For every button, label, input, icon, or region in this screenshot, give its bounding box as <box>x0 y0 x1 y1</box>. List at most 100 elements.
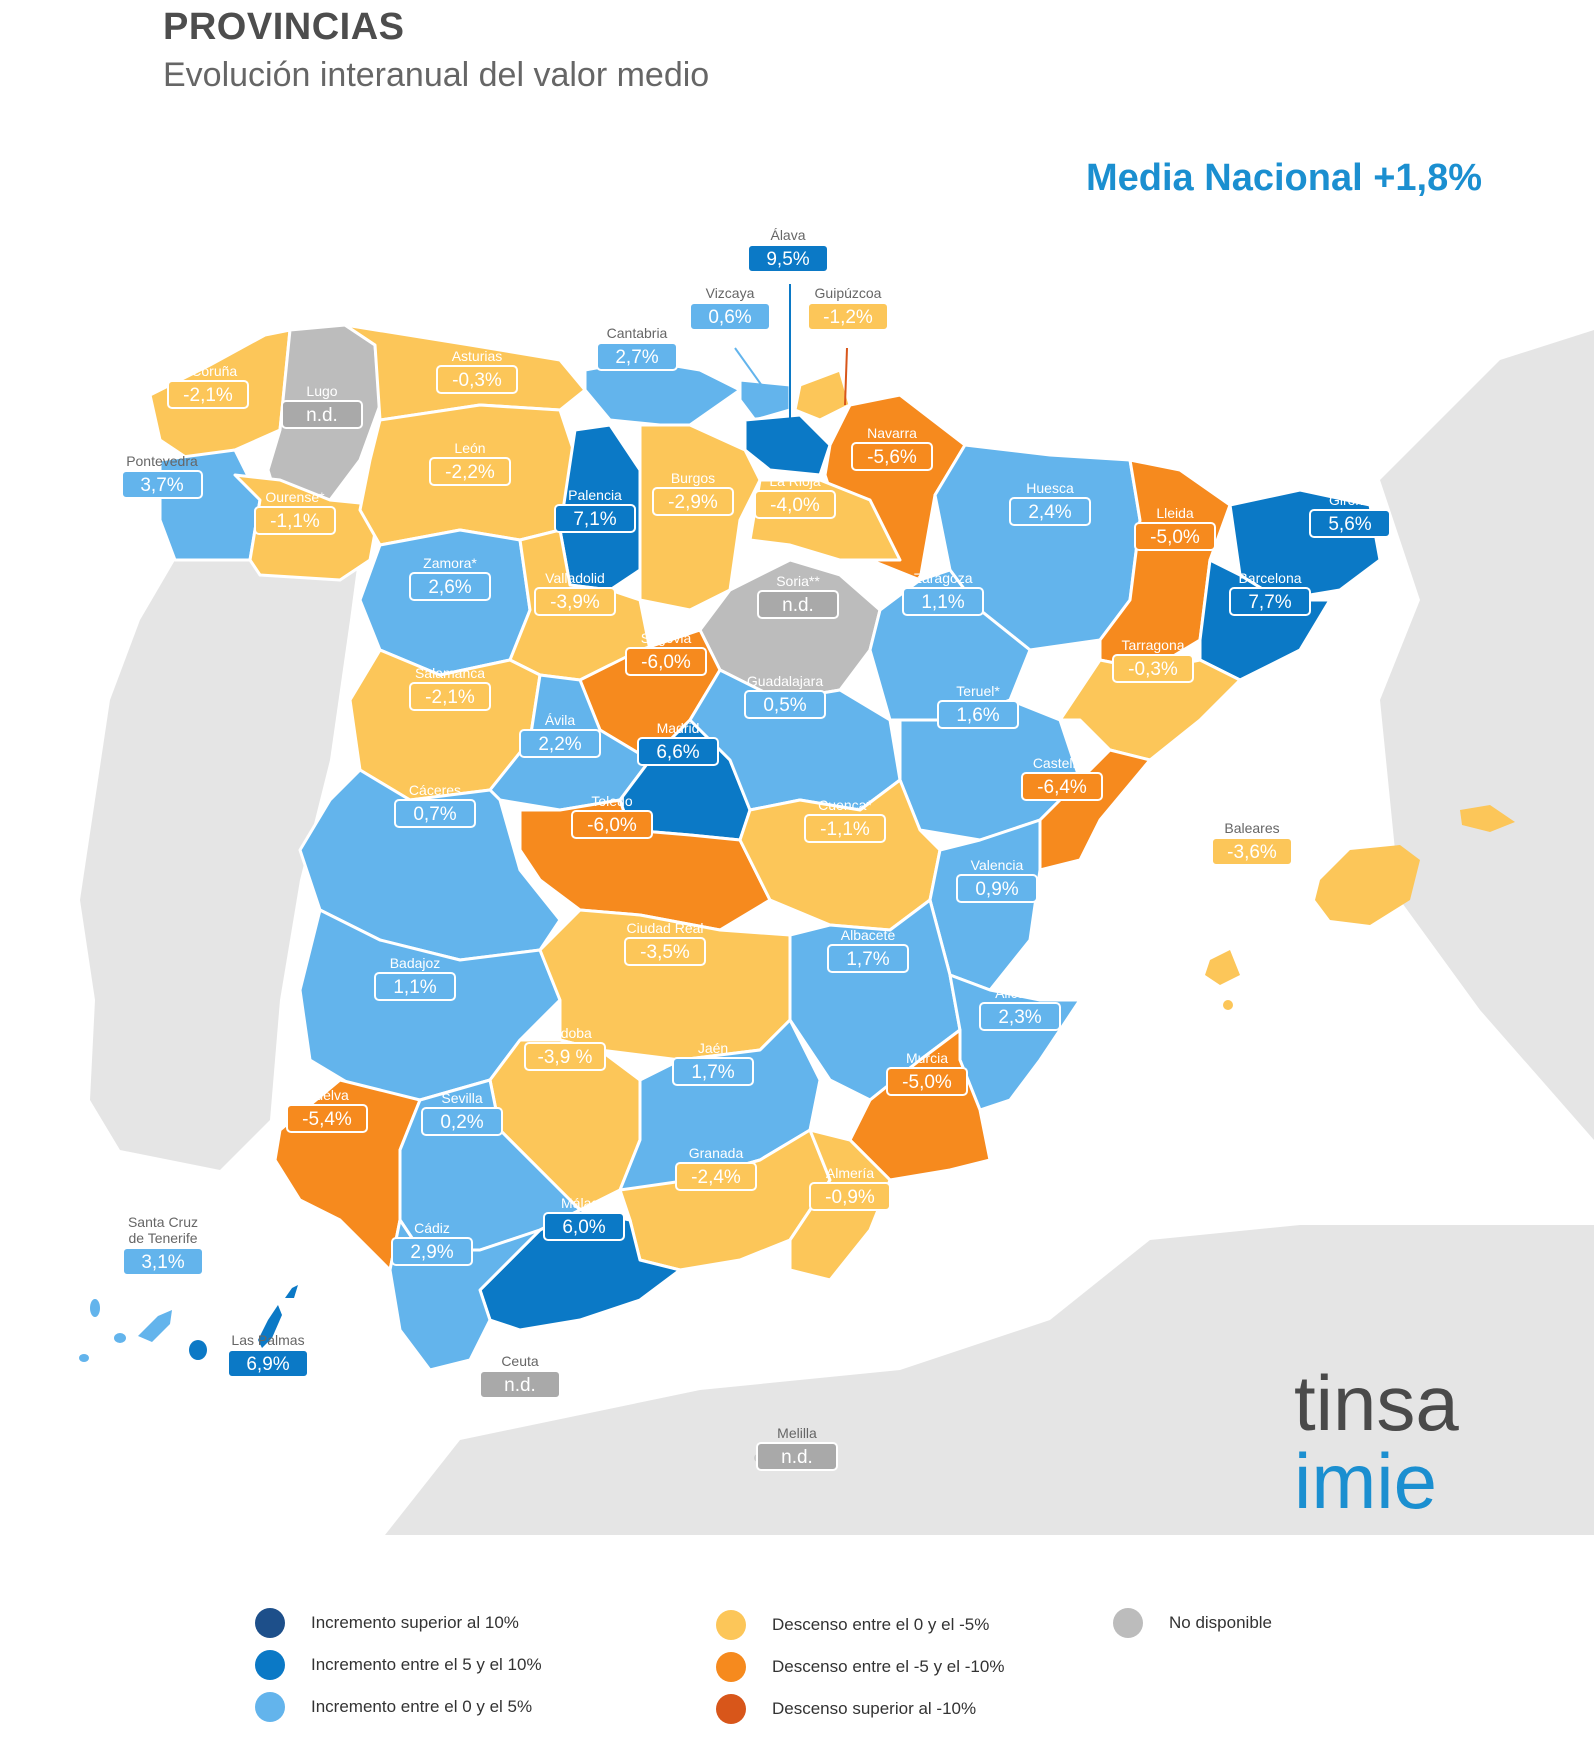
province-name: León <box>454 440 485 456</box>
province-name: Sevilla <box>441 1090 482 1106</box>
province-las-palmas-islands[interactable] <box>189 1285 298 1360</box>
province-value: -0,3% <box>452 370 502 391</box>
province-name: Ourense* <box>265 489 325 505</box>
value-badge <box>534 587 616 616</box>
province-value: n.d. <box>306 405 338 426</box>
province-label: Guipúzcoa -1,2% <box>807 285 889 331</box>
legend-swatch <box>716 1694 746 1724</box>
province-value: -2,4% <box>691 1167 741 1188</box>
province-value: 1,6% <box>956 705 999 726</box>
province-value: -6,4% <box>1037 777 1087 798</box>
province-name: Lleida <box>1156 505 1194 521</box>
province-value: n.d. <box>781 1447 813 1468</box>
province-value: 2,3% <box>998 1007 1041 1028</box>
value-badge <box>851 442 933 471</box>
province-value: -3,6% <box>1227 842 1277 863</box>
value-badge <box>436 365 518 394</box>
legend-item: Incremento entre el 0 y el 5% <box>255 1692 532 1722</box>
province-map: A Coruña -2,1% Lugo n.d. Asturias -0,3% Cantab… <box>79 225 1594 1535</box>
province-name: Cádiz <box>414 1220 450 1236</box>
province-name: Alicante <box>995 985 1045 1001</box>
value-badge <box>554 504 636 533</box>
province-label: Albacete 1,7% <box>827 927 909 973</box>
province-name: Cantabria <box>607 325 668 341</box>
value-badge <box>1309 509 1391 538</box>
province-name: Cáceres <box>409 782 461 798</box>
value-badge <box>1211 837 1293 866</box>
province-name: Ciudad Real <box>626 920 703 936</box>
province-value: 7,7% <box>1248 592 1291 613</box>
province-name: Melilla <box>777 1425 817 1441</box>
province-label: Cantabria 2,7% <box>596 325 678 371</box>
province-name: Almería <box>826 1165 874 1181</box>
province-guipuzcoa[interactable] <box>793 368 852 422</box>
province-value: 0,6% <box>708 307 751 328</box>
province-name: Soria** <box>776 573 820 589</box>
province-value: n.d. <box>504 1375 536 1396</box>
province-value: -1,2% <box>823 307 873 328</box>
leader-lines <box>734 284 848 448</box>
province-value: -1,1% <box>270 511 320 532</box>
province-label: Tarragona -0,3% <box>1112 637 1194 683</box>
province-value: 1,7% <box>846 949 889 970</box>
province-label: Toledo -6,0% <box>571 793 653 839</box>
province-baleares-mallorca[interactable] <box>1315 845 1420 925</box>
value-badge <box>624 937 706 966</box>
province-label: Córdoba -3,9 % <box>524 1025 606 1071</box>
province-value: 9,5% <box>766 249 809 270</box>
province-value: 3,7% <box>140 475 183 496</box>
legend-label: Descenso entre el -5 y el -10% <box>772 1657 1005 1676</box>
province-burgos[interactable] <box>638 423 762 612</box>
province-value: -4,0% <box>770 495 820 516</box>
province-alava[interactable] <box>743 413 832 477</box>
province-value: 0,5% <box>763 695 806 716</box>
value-badge <box>281 400 363 429</box>
province-name: A Coruña <box>179 363 238 379</box>
province-label: Soria** n.d. <box>757 573 839 619</box>
value-badge <box>571 810 653 839</box>
province-vizcaya[interactable] <box>738 378 792 422</box>
legend-swatch <box>255 1692 285 1722</box>
province-label: Jaén 1,7% <box>672 1040 754 1086</box>
province-name: de Tenerife <box>128 1230 197 1246</box>
province-value: 0,9% <box>975 879 1018 900</box>
province-name: Baleares <box>1224 820 1279 836</box>
province-value: 5,6% <box>1328 514 1371 535</box>
province-value: -2,1% <box>183 385 233 406</box>
province-label: Ourense* -1,1% <box>254 489 336 535</box>
value-badge <box>744 690 826 719</box>
value-badge <box>956 874 1038 903</box>
value-badge <box>757 590 839 619</box>
value-badge <box>519 729 601 758</box>
province-baleares-ibiza[interactable] <box>1205 950 1240 985</box>
value-badge <box>391 1237 473 1266</box>
province-label: Sevilla 0,2% <box>421 1090 503 1136</box>
province-name: Cuenca* <box>818 797 872 813</box>
province-name: Barcelona <box>1238 570 1301 586</box>
value-badge <box>1112 654 1194 683</box>
province-label: Huesca 2,4% <box>1009 480 1091 526</box>
province-label: Zaragoza 1,1% <box>902 570 984 616</box>
province-name: Pontevedra <box>126 453 198 469</box>
province-baleares-menorca[interactable] <box>1460 805 1515 832</box>
province-label: Melilla n.d. <box>756 1425 838 1471</box>
province-label: Álava 9,5% <box>747 227 829 273</box>
value-badge <box>543 1212 625 1241</box>
background-land <box>80 225 1594 1535</box>
province-label: Teruel* 1,6% <box>937 683 1019 729</box>
value-badge <box>804 814 886 843</box>
province-label: Cáceres 0,7% <box>394 782 476 828</box>
province-label: Ávila 2,2% <box>519 712 601 758</box>
legend-label: Incremento entre el 5 y el 10% <box>311 1655 542 1674</box>
legend-item: Descenso entre el -5 y el -10% <box>716 1652 1004 1682</box>
province-value: -3,5% <box>640 942 690 963</box>
province-label: Asturias -0,3% <box>436 348 518 394</box>
province-name: Huelva <box>305 1087 349 1103</box>
province-name: Valencia <box>971 857 1024 873</box>
legend-swatch <box>716 1652 746 1682</box>
province-label: Pontevedra 3,7% <box>121 453 203 499</box>
province-santa-cruz-islands[interactable] <box>79 1299 172 1362</box>
value-badge <box>1229 587 1311 616</box>
province-label: Ceuta n.d. <box>479 1353 561 1399</box>
value-badge <box>756 1442 838 1471</box>
